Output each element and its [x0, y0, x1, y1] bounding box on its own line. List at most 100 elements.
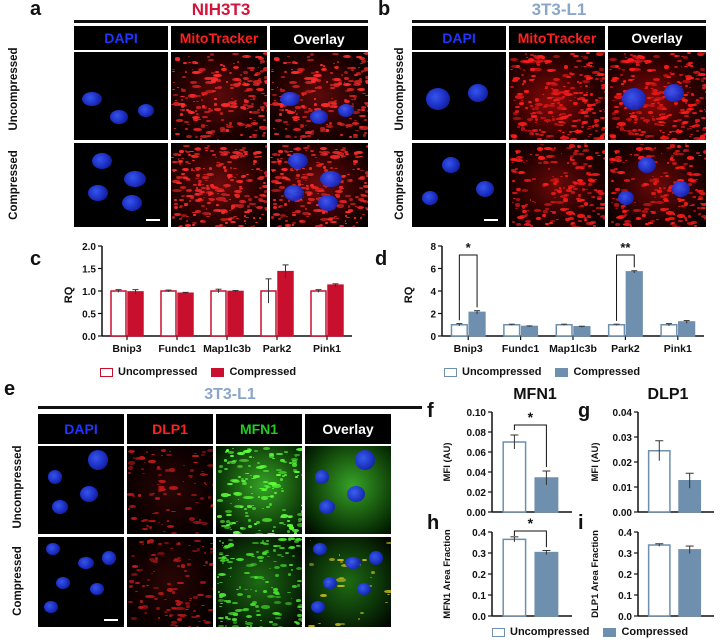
panel-b-divider	[412, 20, 706, 23]
panel-e-row-uncompressed: Uncompressed	[12, 445, 24, 529]
legend-d-compressed-label: Compressed	[573, 366, 641, 378]
y-tick-label: 0.4	[618, 528, 632, 539]
micrograph-e-overlay-uncompressed	[305, 446, 391, 534]
y-axis-label: RQ	[63, 286, 75, 303]
micrograph-e-overlay-compressed	[305, 537, 391, 627]
y-tick-label: 0.00	[613, 508, 633, 519]
legend-c-uncompressed-swatch	[100, 367, 113, 377]
y-tick-label: 0.0	[472, 612, 486, 622]
legend-c-uncompressed-label: Uncompressed	[118, 366, 198, 378]
y-axis-label: RQ	[403, 286, 415, 303]
panel-e-row-compressed: Compressed	[12, 546, 24, 616]
legend-c-compressed-swatch	[211, 367, 225, 377]
y-tick-label: 0.5	[82, 310, 96, 321]
bar-uncompressed	[647, 544, 671, 617]
y-tick-label: 0	[430, 332, 436, 343]
y-tick-label: 2	[430, 310, 436, 321]
panel-b-header-dapi: DAPI	[412, 26, 506, 50]
y-tick-label: 0.1	[472, 591, 486, 602]
micrograph-a-mito-compressed	[171, 143, 267, 227]
micrograph-e-dlp1-uncompressed	[127, 446, 213, 534]
y-tick-label: 0.08	[467, 428, 487, 439]
panel-f-title: MFN1	[513, 386, 557, 403]
y-tick-label: 0.2	[618, 570, 632, 581]
micrograph-b-dapi-compressed	[412, 143, 506, 227]
legend-fi-uncompressed-label: Uncompressed	[510, 626, 590, 638]
y-tick-label: 0.04	[467, 468, 487, 479]
x-tick-label: Park2	[263, 343, 292, 355]
y-tick-label: 0.02	[613, 458, 633, 469]
y-tick-label: 0.04	[613, 408, 633, 419]
bar-uncompressed-map1lc3b	[210, 290, 227, 337]
micrograph-a-dapi-uncompressed	[74, 52, 168, 140]
panel-a-header-overlay: Overlay	[270, 26, 368, 50]
y-tick-label: 0.02	[467, 488, 487, 499]
bar-compressed-fundc1	[520, 325, 539, 337]
y-axis-label: MFI (AU)	[442, 442, 453, 481]
panel-b-row-compressed: Compressed	[394, 150, 406, 220]
chart-h: 0.0 0.1 0.2 0.3 0.4 MFN1 Area Fraction *	[442, 516, 572, 622]
panel-e-divider	[38, 406, 422, 409]
y-tick-label: 1.5	[82, 265, 96, 276]
panel-g-letter: g	[578, 400, 591, 422]
panel-a-divider	[74, 20, 368, 23]
panel-b-header-overlay: Overlay	[608, 26, 706, 50]
y-tick-label: 0.4	[472, 528, 486, 539]
panel-e-title: 3T3-L1	[204, 386, 256, 403]
y-tick-label: 0.0	[618, 612, 632, 622]
y-tick-label: 8	[430, 242, 436, 253]
legend-d-uncompressed-swatch	[444, 367, 457, 377]
micrograph-a-mito-uncompressed	[171, 52, 267, 140]
bar-uncompressed-pink1	[660, 324, 678, 337]
significance-label: *	[466, 240, 472, 255]
panel-c-letter: c	[30, 248, 42, 270]
panel-b-header-mitotracker: MitoTracker	[509, 26, 605, 50]
panel-a-row-compressed: Compressed	[8, 150, 20, 220]
x-tick-label: Park2	[611, 343, 640, 355]
y-axis-label: MFI (AU)	[590, 442, 601, 481]
y-axis-label: DLP1 Area Fraction	[590, 530, 601, 618]
panel-e-header-dlp1: DLP1	[127, 414, 213, 444]
significance-label: *	[528, 516, 534, 531]
micrograph-b-overlay-uncompressed	[608, 52, 706, 140]
micrograph-e-dapi-compressed	[38, 537, 124, 627]
y-tick-label: 4	[430, 287, 436, 298]
bar-uncompressed-park2	[607, 324, 626, 337]
bar-compressed-bnip3	[127, 291, 144, 337]
y-tick-label: 0.10	[467, 408, 487, 419]
chart-i: 0.0 0.1 0.2 0.3 0.4 DLP1 Area Fraction	[590, 528, 714, 622]
micrograph-a-dapi-compressed	[74, 143, 168, 227]
legend-d-uncompressed-label: Uncompressed	[462, 366, 542, 378]
bar-uncompressed	[502, 538, 527, 617]
legend-fi-compressed-label: Compressed	[621, 626, 689, 638]
panel-b-row-uncompressed: Uncompressed	[394, 47, 406, 131]
significance-bracket	[616, 254, 635, 321]
panel-b-title: 3T3-L1	[531, 0, 587, 19]
x-tick-label: Pink1	[313, 343, 341, 355]
x-tick-label: Bnip3	[454, 343, 483, 355]
panel-e-header-mfn1: MFN1	[216, 414, 302, 444]
panel-a-title: NIH3T3	[191, 0, 251, 19]
bar-compressed-fundc1	[177, 292, 194, 337]
panel-a-header-dapi: DAPI	[74, 26, 168, 50]
bar-compressed-park2	[625, 271, 643, 337]
significance-bracket	[458, 254, 478, 321]
y-tick-label: 0.3	[472, 549, 486, 560]
bar-compressed-park2	[277, 270, 294, 337]
y-tick-label: 0.01	[613, 483, 633, 494]
y-tick-label: 0.0	[82, 332, 96, 343]
micrograph-b-overlay-compressed	[608, 143, 706, 227]
y-tick-label: 0.1	[618, 591, 632, 602]
panel-b-letter: b	[378, 0, 391, 20]
bar-compressed	[534, 551, 559, 617]
bar-compressed	[678, 549, 702, 617]
x-tick-label: Bnip3	[112, 343, 141, 355]
panel-a-header-mitotracker: MitoTracker	[171, 26, 267, 50]
micrograph-e-mfn1-uncompressed	[216, 446, 302, 534]
micrograph-e-mfn1-compressed	[216, 537, 302, 627]
y-tick-label: 1.0	[82, 287, 96, 298]
chart-c: 0.0 0.5 1.0 1.5 2.0 RQ Bnip3 Fundc1 Map1lc3b Park…	[63, 242, 352, 355]
legend-d-compressed-swatch	[555, 367, 569, 377]
legend-c: Uncompressed Compressed	[86, 366, 296, 378]
